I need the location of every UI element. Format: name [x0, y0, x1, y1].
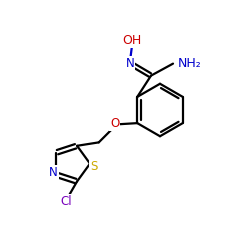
- Text: OH: OH: [123, 34, 142, 47]
- Text: N: N: [49, 166, 58, 179]
- Text: N: N: [126, 57, 134, 70]
- Text: O: O: [110, 118, 120, 130]
- Text: S: S: [90, 160, 98, 173]
- Text: Cl: Cl: [60, 195, 72, 208]
- Text: NH₂: NH₂: [178, 57, 201, 70]
